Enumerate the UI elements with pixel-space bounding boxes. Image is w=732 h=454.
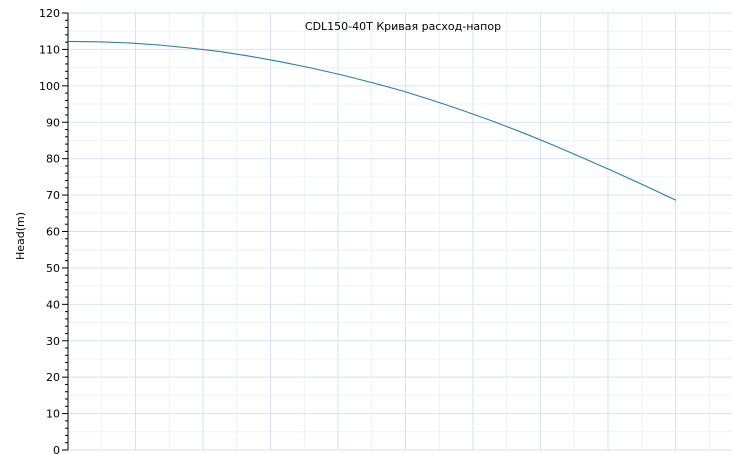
chart-title: CDL150-40T Кривая расход-напор bbox=[305, 20, 501, 33]
series-layer bbox=[67, 40, 677, 201]
y-tick-label: 10 bbox=[46, 408, 60, 421]
y-tick-label: 60 bbox=[46, 226, 60, 239]
y-tick-label: 110 bbox=[39, 43, 60, 56]
y-tick-label: 120 bbox=[39, 7, 60, 20]
y-tick-label: 70 bbox=[46, 189, 60, 202]
y-tick-label: 20 bbox=[46, 371, 60, 384]
y-axis bbox=[62, 12, 69, 451]
y-tick-label: 100 bbox=[39, 80, 60, 93]
y-tick-label: 0 bbox=[53, 444, 60, 454]
series-line-0 bbox=[67, 40, 677, 201]
y-tick-label: 80 bbox=[46, 153, 60, 166]
grid bbox=[67, 12, 732, 451]
y-tick-labels: 0 10 20 30 40 50 60 70 80 90 100 110 120 bbox=[39, 7, 60, 454]
y-tick-label: 90 bbox=[46, 116, 60, 129]
y-tick-label: 40 bbox=[46, 298, 60, 311]
y-tick-label: 50 bbox=[46, 262, 60, 275]
y-tick-label: 30 bbox=[46, 335, 60, 348]
y-axis-title: Head(m) bbox=[14, 212, 27, 260]
